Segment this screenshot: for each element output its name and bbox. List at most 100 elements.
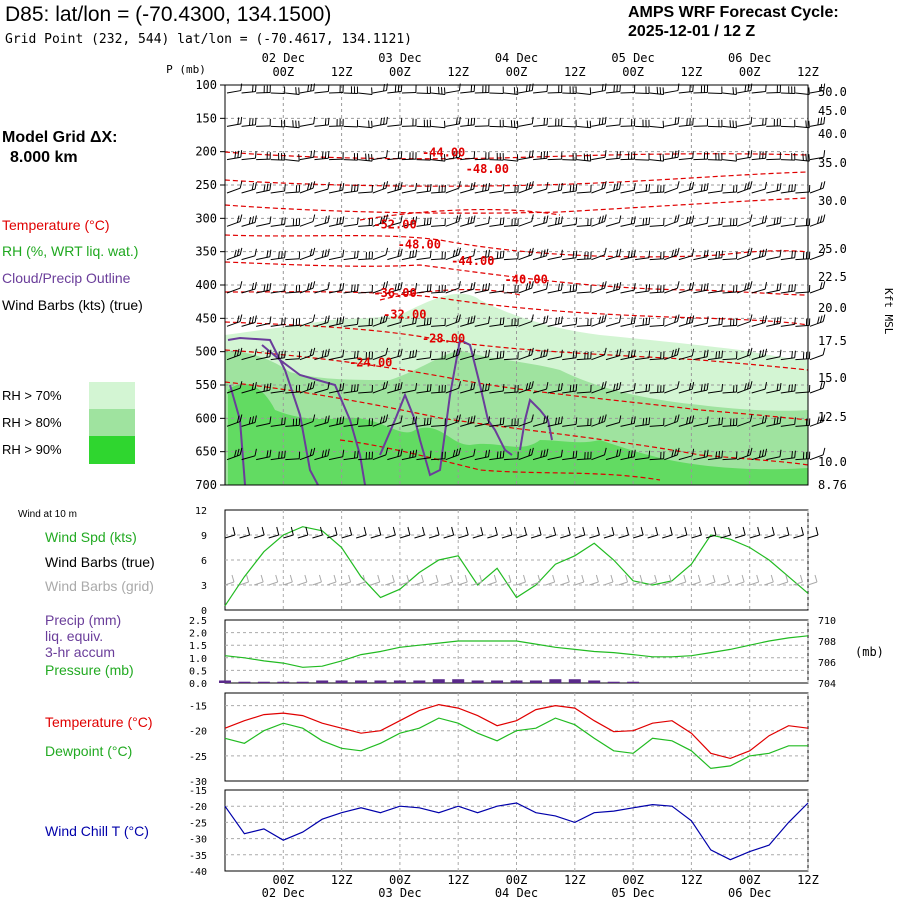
wind-barb-feather — [764, 315, 768, 323]
model-grid-label: Model Grid ΔX: — [2, 129, 118, 146]
wind-barb-staff — [664, 287, 678, 294]
wind-barb-feather — [365, 153, 367, 161]
wind-barb-feather — [618, 415, 622, 423]
wind-barb — [270, 350, 286, 361]
legend-wind-barbs: Wind Barbs (kts) (true) — [2, 297, 143, 313]
wind-barb-feather — [794, 284, 796, 292]
wind-barb — [736, 414, 753, 427]
wind-barb — [241, 84, 257, 94]
wind-barb-feather — [538, 526, 542, 536]
wind-barb-feather — [706, 449, 709, 457]
wind-barb-staff — [297, 581, 308, 586]
pressure-tick-label: 400 — [195, 278, 217, 292]
wind-barb — [226, 150, 243, 161]
wind-barb-staff — [795, 191, 810, 194]
wind-barb-feather — [706, 316, 709, 324]
wind-barb-staff — [649, 92, 664, 95]
wind-barb-staff — [226, 421, 241, 427]
wind-barb-feather — [758, 250, 762, 258]
wind-barb — [635, 417, 651, 427]
wind-barb-feather — [567, 526, 571, 536]
wind-barb-staff — [372, 321, 387, 327]
wind-barb-feather — [746, 248, 750, 257]
wind-barb — [518, 281, 534, 294]
wind-barb-feather — [808, 87, 810, 95]
legend-rh90-swatch — [89, 436, 135, 464]
precip-bar — [374, 680, 387, 683]
wind-barb-feather — [613, 183, 616, 191]
wind-barb — [270, 217, 286, 227]
wind-barb-feather — [239, 281, 243, 289]
wind-barb-staff — [472, 534, 483, 539]
wind-barb-grid — [749, 574, 760, 586]
wind-barb-true — [734, 526, 746, 539]
wind-barb-staff — [736, 421, 751, 427]
wind-barb-feather — [363, 526, 367, 536]
wind-barb-staff — [328, 189, 343, 194]
wind-barb — [605, 182, 622, 194]
wind-barb — [256, 249, 272, 261]
wind-barb-feather — [426, 284, 429, 292]
wind-barb-feather — [237, 150, 240, 158]
wind-barb-feather — [254, 117, 257, 125]
wind-barb-feather — [794, 317, 796, 325]
wind-barb-feather — [554, 317, 558, 325]
height-tick-label: 45.0 — [818, 104, 847, 118]
wind-barb-true — [385, 526, 396, 539]
wind-barb-staff — [356, 581, 366, 586]
wind-barb-feather — [531, 347, 534, 355]
wind-barb-staff — [372, 90, 387, 94]
wind-barb — [328, 216, 345, 227]
wind-barb-feather — [239, 447, 243, 455]
wind-barb-staff — [678, 288, 693, 294]
wind-barb-feather — [263, 184, 266, 192]
wind-barb-staff — [809, 123, 824, 127]
wind-barb-feather — [385, 414, 389, 422]
wind-barb-staff — [428, 581, 439, 586]
wind-barb — [635, 284, 651, 294]
wind-barb-feather — [458, 314, 461, 322]
top-day-label: 04 Dec — [495, 51, 538, 65]
pressure-right-tick-label: 710 — [818, 616, 836, 627]
wind-barb-grid — [385, 574, 395, 586]
wind-barb — [576, 120, 592, 129]
wind-barb-feather — [342, 349, 345, 357]
wind-barb-feather — [400, 182, 403, 190]
wind-barb — [328, 449, 345, 461]
wind-barb-true — [326, 526, 338, 539]
wind-barb-feather — [406, 574, 410, 583]
wind-barb-staff — [343, 423, 358, 427]
wind-barb — [751, 151, 767, 161]
wind-barb-staff — [372, 287, 387, 294]
top-time-tick-label: 00Z — [506, 65, 528, 79]
wind-barb-staff — [474, 289, 489, 294]
wind-barb — [809, 414, 826, 427]
wind-barb-staff — [736, 187, 751, 194]
wind-barb-feather — [764, 182, 768, 190]
wind-barb-staff — [664, 156, 679, 161]
wind-barb — [489, 217, 505, 227]
wind-barb-true — [647, 526, 659, 539]
wind-barb-feather — [802, 153, 804, 161]
wind-barb-staff — [705, 534, 717, 539]
wind-barb-staff — [635, 390, 650, 394]
wind-barb-feather — [371, 120, 373, 128]
wind-barb-staff — [591, 354, 605, 361]
wind-barb — [722, 251, 738, 261]
wind-barb — [372, 447, 389, 461]
wind-barb-feather — [611, 526, 615, 536]
wind-barb-staff — [722, 391, 737, 394]
wind-barb-true — [764, 526, 775, 539]
wind-barb-staff — [722, 358, 737, 361]
wind-barb-feather — [284, 184, 286, 192]
wind-barb-staff — [780, 290, 795, 294]
wind-barb — [328, 249, 345, 261]
wind-barb — [387, 84, 403, 94]
wind-barb-feather — [386, 116, 388, 124]
wind-barb-feather — [677, 150, 680, 158]
wind-barb-feather — [616, 382, 619, 391]
wind-barb-staff — [664, 187, 678, 194]
wind-barb-staff — [547, 222, 562, 227]
wind-barb-feather — [560, 349, 563, 357]
wind-barb-staff — [749, 534, 760, 539]
